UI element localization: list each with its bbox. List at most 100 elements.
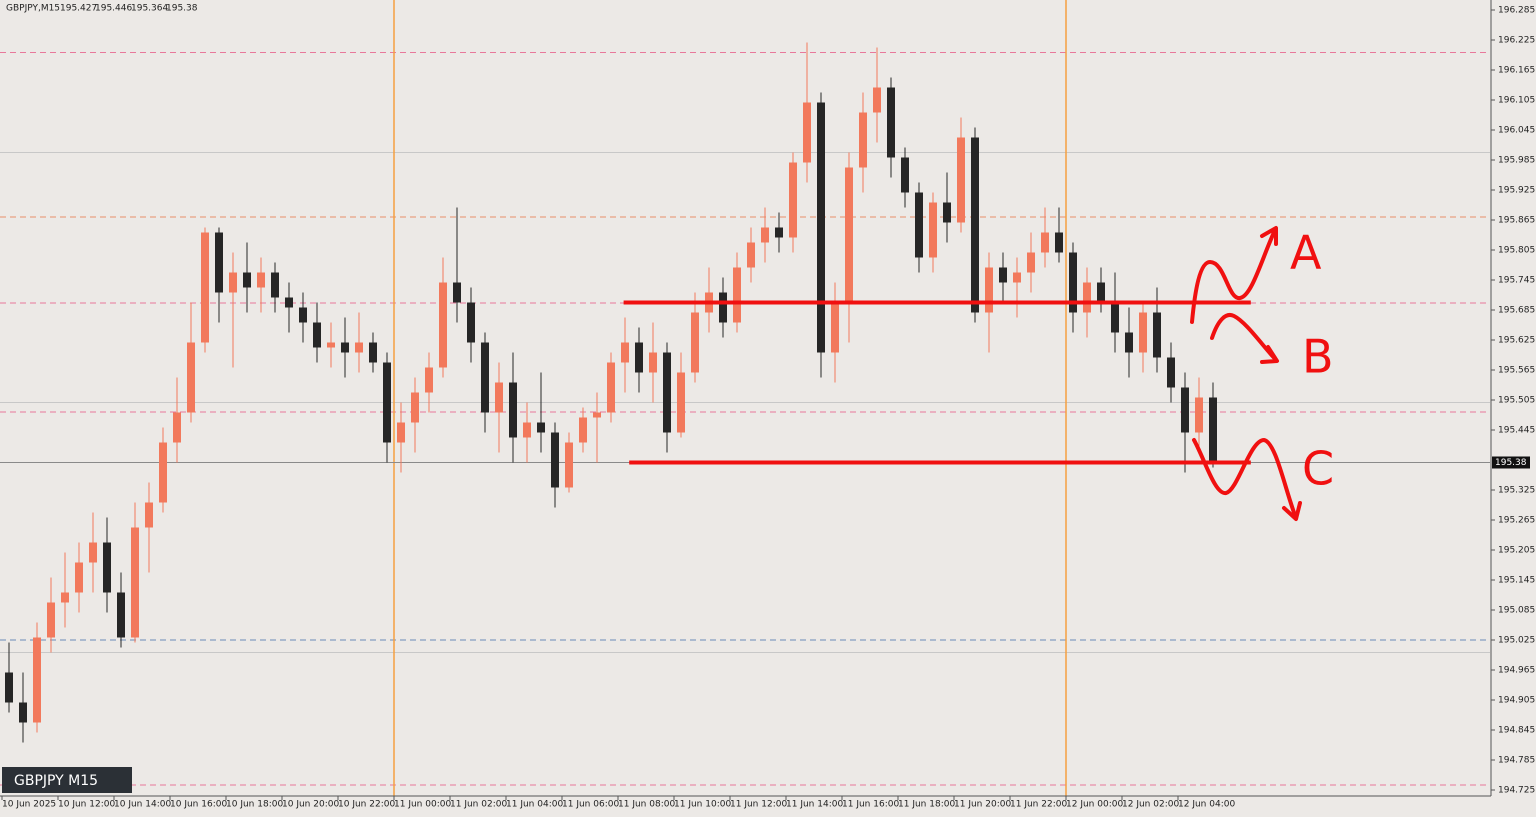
x-tick-label: 11 Jun 18:00 — [898, 800, 955, 810]
candle-body — [1097, 282, 1105, 303]
candle-body — [285, 297, 293, 308]
candle-body — [943, 202, 951, 223]
candle-body — [593, 412, 601, 418]
y-tick-label: 195.745 — [1498, 276, 1535, 286]
candle-body — [845, 167, 853, 303]
arrow-c — [1192, 438, 1298, 520]
x-tick-label: 10 Jun 16:00 — [170, 800, 227, 810]
candle-body — [397, 422, 405, 443]
x-tick-label: 11 Jun 22:00 — [1010, 800, 1067, 810]
y-tick-label: 195.685 — [1498, 306, 1535, 316]
arrow-b — [1210, 313, 1278, 362]
candle-body — [61, 592, 69, 603]
plot-area — [0, 0, 1490, 796]
candle-body — [887, 87, 895, 158]
x-tick-label: 12 Jun 04:00 — [1178, 800, 1235, 810]
candle-body — [145, 502, 153, 528]
arrowhead-c — [1282, 501, 1302, 521]
y-tick-label: 194.725 — [1498, 786, 1535, 796]
candle-body — [369, 342, 377, 363]
candle-body — [453, 282, 461, 303]
candle-body — [859, 112, 867, 168]
plot-layer — [0, 0, 1490, 796]
candle-body — [621, 342, 629, 363]
candle-body — [537, 422, 545, 433]
y-tick-label: 195.445 — [1498, 426, 1535, 436]
y-tick-label: 195.985 — [1498, 156, 1535, 166]
annotation-a: A — [1290, 226, 1322, 280]
candle-body — [1013, 272, 1021, 283]
candle-body — [103, 542, 111, 593]
x-tick-label: 12 Jun 02:00 — [1122, 800, 1179, 810]
candle-body — [33, 637, 41, 723]
y-tick-label: 195.865 — [1498, 216, 1535, 226]
y-tick-label: 195.085 — [1498, 606, 1535, 616]
annotation-c: C — [1302, 442, 1334, 496]
y-tick-label: 195.145 — [1498, 576, 1535, 586]
x-tick-label: 11 Jun 14:00 — [786, 800, 843, 810]
candle-body — [677, 372, 685, 433]
candle-body — [117, 592, 125, 638]
header-open: 195.427 — [60, 4, 97, 14]
candle-body — [425, 367, 433, 393]
candle-body — [663, 352, 671, 433]
candle-body — [789, 162, 797, 238]
x-tick-label: 11 Jun 08:00 — [618, 800, 675, 810]
x-tick-label: 11 Jun 12:00 — [730, 800, 787, 810]
current-price-label: 195.38 — [1495, 458, 1527, 468]
candle-body — [831, 302, 839, 353]
candle-body — [159, 442, 167, 503]
x-tick-label: 10 Jun 20:00 — [282, 800, 339, 810]
candle-body — [19, 702, 27, 723]
x-tick-label: 10 Jun 14:00 — [114, 800, 171, 810]
y-tick-label: 195.505 — [1498, 396, 1535, 406]
candle-body — [299, 307, 307, 323]
y-tick-label: 194.785 — [1498, 756, 1535, 766]
y-tick-label: 195.925 — [1498, 186, 1535, 196]
candle-body — [1027, 252, 1035, 273]
x-tick-label: 12 Jun 00:00 — [1066, 800, 1123, 810]
x-tick-label: 11 Jun 02:00 — [450, 800, 507, 810]
candle-body — [411, 392, 419, 423]
candle-body — [1167, 357, 1175, 388]
symbol-badge — [2, 767, 132, 793]
candle-body — [5, 672, 13, 703]
candle-body — [985, 267, 993, 313]
y-tick-label: 196.045 — [1498, 126, 1535, 136]
candle-body — [565, 442, 573, 488]
scenario-arrows — [1190, 226, 1302, 521]
candle-body — [551, 432, 559, 488]
candle-body — [873, 87, 881, 113]
y-tick-label: 196.165 — [1498, 66, 1535, 76]
y-tick-label: 195.805 — [1498, 246, 1535, 256]
candle-body — [187, 342, 195, 413]
candle-body — [1083, 282, 1091, 313]
candle-body — [607, 362, 615, 413]
candle-body — [1069, 252, 1077, 313]
candle-body — [523, 422, 531, 438]
candle-body — [971, 137, 979, 313]
candle-body — [229, 272, 237, 293]
candle-body — [313, 322, 321, 348]
candle-body — [915, 192, 923, 258]
candle-body — [579, 417, 587, 443]
candle-body — [929, 202, 937, 258]
y-tick-label: 196.285 — [1498, 6, 1535, 16]
candle-body — [719, 292, 727, 323]
candle-body — [341, 342, 349, 353]
candle-body — [47, 602, 55, 638]
x-tick-label: 10 Jun 12:00 — [58, 800, 115, 810]
candle-body — [355, 342, 363, 353]
candle-body — [131, 527, 139, 638]
candle-body — [747, 242, 755, 268]
candle-body — [817, 102, 825, 353]
x-tick-label: 11 Jun 00:00 — [394, 800, 451, 810]
y-tick-label: 194.845 — [1498, 726, 1535, 736]
candle-body — [775, 227, 783, 238]
header-high: 195.446 — [95, 4, 132, 14]
y-tick-label: 196.225 — [1498, 36, 1535, 46]
candle-body — [495, 382, 503, 413]
candle-body — [761, 227, 769, 243]
